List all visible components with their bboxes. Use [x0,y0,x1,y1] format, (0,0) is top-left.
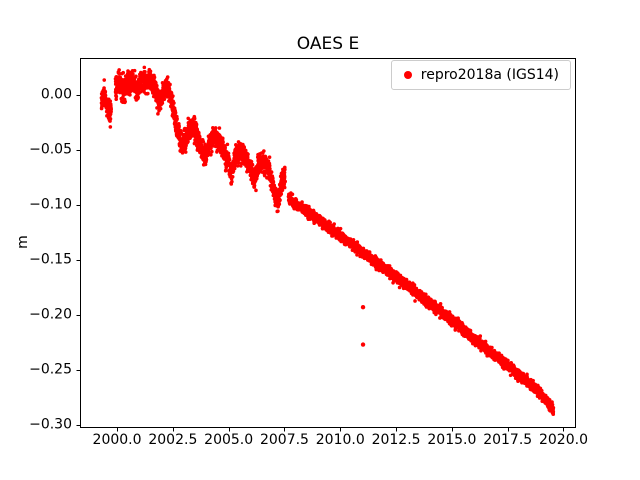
y-tick-label: −0.05 [29,141,72,158]
legend-label: repro2018a (IGS14) [420,67,559,83]
x-tick-label: 2017.5 [483,432,533,448]
x-tick-label: 2015.0 [427,432,477,448]
legend: repro2018a (IGS14) [390,60,571,90]
x-tick-label: 2012.5 [371,432,421,448]
x-tick-label: 2010.0 [315,432,365,448]
x-tick-label: 2000.0 [92,432,142,448]
y-tick-label: −0.25 [29,361,72,378]
x-tick-label: 2020.0 [538,432,588,448]
y-tick-label: −0.20 [29,306,72,323]
x-tick-label: 2002.5 [148,432,198,448]
y-tick-label: −0.10 [29,196,72,213]
y-tick-label: 0.00 [40,86,72,103]
x-tick-label: 2007.5 [259,432,309,448]
y-tick-label: −0.15 [29,251,72,268]
plot-title: OAES E [296,34,360,54]
x-tick-label: 2005.0 [204,432,254,448]
y-tick-label: −0.30 [29,416,72,433]
y-axis-label: m [15,235,31,249]
legend-marker-dot-icon [403,71,412,79]
